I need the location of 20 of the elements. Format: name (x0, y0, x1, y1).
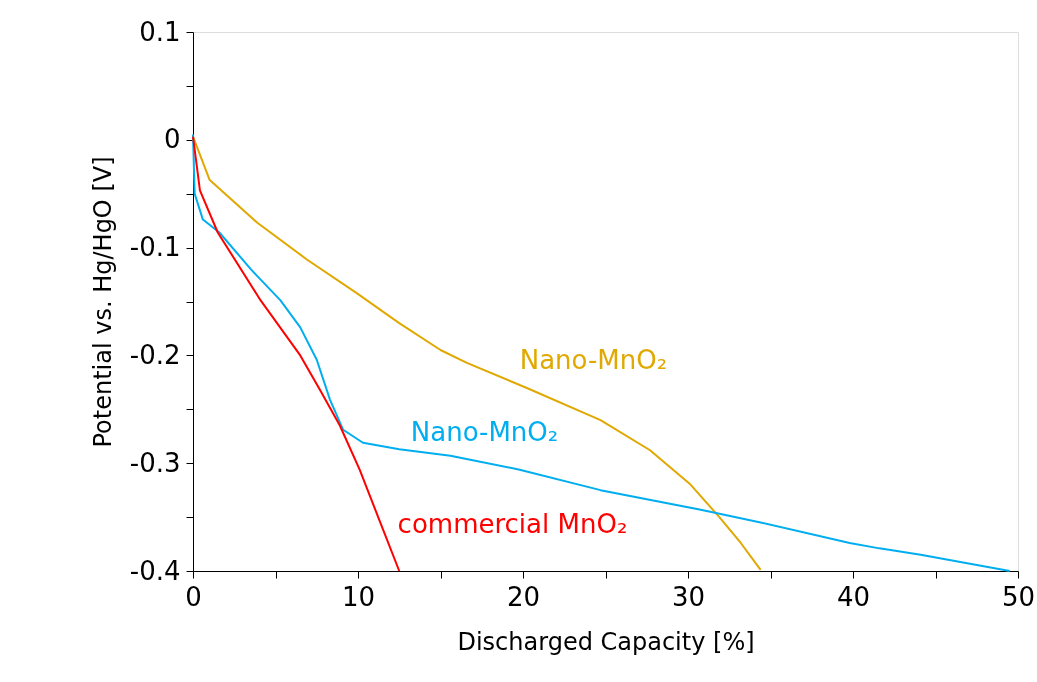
series-label: Nano-MnO₂ (410, 417, 559, 448)
x-tick-label: 50 (1001, 581, 1036, 612)
y-tick-label: -0.4 (129, 555, 181, 586)
y-tick-label: -0.2 (129, 339, 181, 370)
x-tick-label: 30 (671, 581, 706, 612)
series-label: commercial MnO₂ (397, 508, 628, 539)
line-series (192, 135, 401, 572)
line-series (192, 135, 762, 571)
y-tick-label: -0.1 (129, 232, 181, 263)
x-axis-title: Discharged Capacity [%] (457, 627, 755, 656)
x-tick-label: 40 (836, 581, 871, 612)
x-tick-label: 0 (185, 581, 202, 612)
series-label: Nano-MnO₂ (519, 344, 668, 375)
y-tick-label: 0.1 (139, 16, 181, 47)
line-series (192, 133, 1011, 572)
y-tick-label: -0.3 (129, 447, 181, 478)
y-axis-title: Potential vs. Hg/HgO [V] (88, 156, 117, 448)
x-tick-label: 10 (341, 581, 376, 612)
y-tick-label: 0 (163, 124, 181, 155)
x-tick-label: 20 (506, 581, 541, 612)
